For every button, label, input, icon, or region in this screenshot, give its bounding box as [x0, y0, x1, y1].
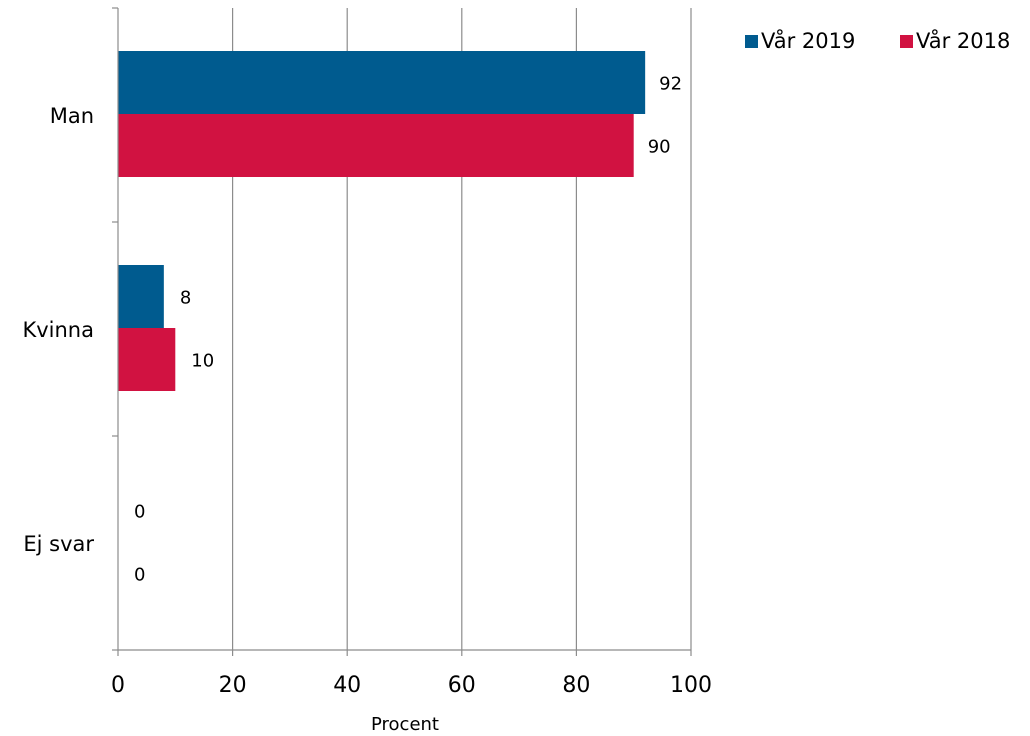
data-label-kvinna-series-1: 8	[180, 288, 191, 309]
data-label-ej-svar-series-1: 0	[134, 502, 145, 523]
x-tick-label-0: 0	[111, 673, 125, 698]
data-label-bg	[642, 132, 675, 159]
bar-kvinna-series-1	[118, 265, 164, 328]
data-label-man-series-2: 90	[648, 137, 671, 158]
legend-label-2: Vår 2018	[916, 28, 1010, 53]
x-tick-label-80: 80	[562, 673, 590, 698]
data-label-bg	[186, 346, 219, 373]
x-tick-label-100: 100	[670, 673, 712, 698]
x-tick-label-20: 20	[219, 673, 247, 698]
bar-man-series-2	[118, 114, 634, 177]
data-label-bg	[654, 69, 687, 96]
x-axis-title: Procent	[371, 714, 439, 735]
data-label-man-series-1: 92	[659, 74, 682, 95]
x-tick-label-40: 40	[333, 673, 361, 698]
category-labels: Man Kvinna Ej svar	[22, 104, 94, 556]
axes	[112, 7, 692, 656]
x-tick-label-60: 60	[448, 673, 476, 698]
data-label-ej-svar-series-2: 0	[134, 565, 145, 586]
x-tick-labels: 0 20 40 60 80 100	[111, 673, 712, 698]
bar-kvinna-series-2	[118, 328, 176, 391]
legend-label-1: Vår 2019	[761, 28, 855, 53]
bars	[118, 51, 646, 391]
category-label-kvinna: Kvinna	[22, 318, 94, 342]
category-label-man: Man	[50, 104, 94, 128]
data-label-bg	[174, 283, 196, 310]
legend-swatch-1	[745, 35, 758, 48]
data-label-bg	[129, 560, 150, 587]
data-labels: 92 90 8 10 0 0	[129, 69, 687, 587]
legend: Vår 2019 Vår 2018	[745, 28, 1010, 53]
bar-man-series-1	[118, 51, 646, 114]
legend-swatch-2	[900, 35, 913, 48]
data-label-bg	[129, 497, 150, 524]
data-label-kvinna-series-2: 10	[191, 351, 214, 372]
category-label-ej-svar: Ej svar	[23, 532, 94, 556]
